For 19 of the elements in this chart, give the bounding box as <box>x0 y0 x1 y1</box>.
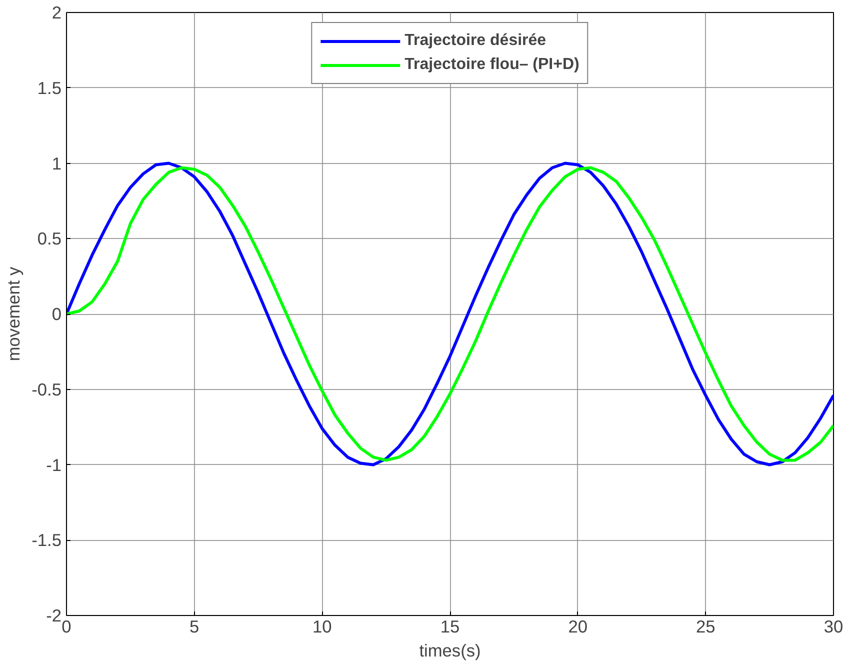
y-tick-label: -1 <box>46 454 62 475</box>
legend-label: Trajectoire flou– (PI+D) <box>404 56 580 74</box>
y-tick-label: 1.5 <box>37 78 62 98</box>
y-axis-title: movement y <box>4 266 24 362</box>
x-tick-label: 25 <box>696 616 716 636</box>
y-tick-label: 0 <box>52 304 62 324</box>
y-tick-label: -0.5 <box>32 379 62 400</box>
x-tick-label: 5 <box>190 616 200 636</box>
x-tick-label: 15 <box>440 616 460 636</box>
y-tick-label: -2 <box>46 606 62 626</box>
y-tick-label: 1 <box>52 153 62 174</box>
y-tick-label: 0.5 <box>37 228 62 249</box>
x-tick-label: 20 <box>568 616 588 636</box>
x-tick-label: 30 <box>824 616 844 636</box>
y-tick-label: 2 <box>52 2 62 22</box>
x-tick-label: 10 <box>312 616 332 636</box>
x-axis-title: times(s) <box>419 640 481 660</box>
y-tick-label: -1.5 <box>32 530 62 550</box>
legend-label: Trajectoire désirée <box>404 32 546 50</box>
